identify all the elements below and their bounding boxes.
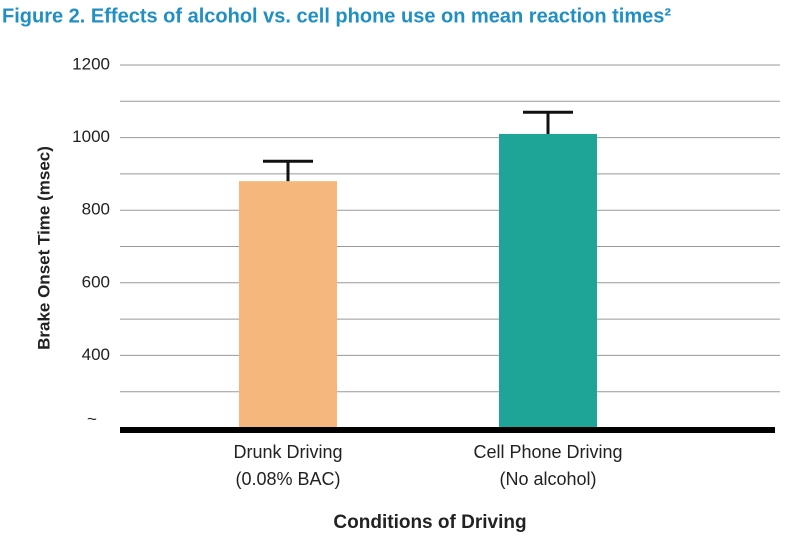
y-tick-label: 400	[82, 345, 110, 364]
x-tick-label: (0.08% BAC)	[235, 469, 340, 489]
chart-title: Figure 2. Effects of alcohol vs. cell ph…	[2, 5, 671, 27]
x-tick-label: Drunk Driving	[233, 442, 342, 462]
y-tick-label: 1000	[72, 127, 110, 146]
y-tick-label: 1200	[72, 54, 110, 73]
axis-break: ~	[87, 409, 97, 428]
x-axis-title: Conditions of Driving	[333, 512, 526, 533]
bar	[239, 181, 337, 428]
y-tick-label: 600	[82, 272, 110, 291]
y-axis-title: Brake Onset Time (msec)	[34, 146, 53, 350]
error-bar	[523, 110, 573, 134]
error-bar	[263, 159, 313, 182]
y-tick-label: 800	[82, 200, 110, 219]
bar	[499, 133, 597, 428]
x-tick-label: (No alcohol)	[499, 469, 596, 489]
x-tick-label: Cell Phone Driving	[473, 442, 622, 462]
